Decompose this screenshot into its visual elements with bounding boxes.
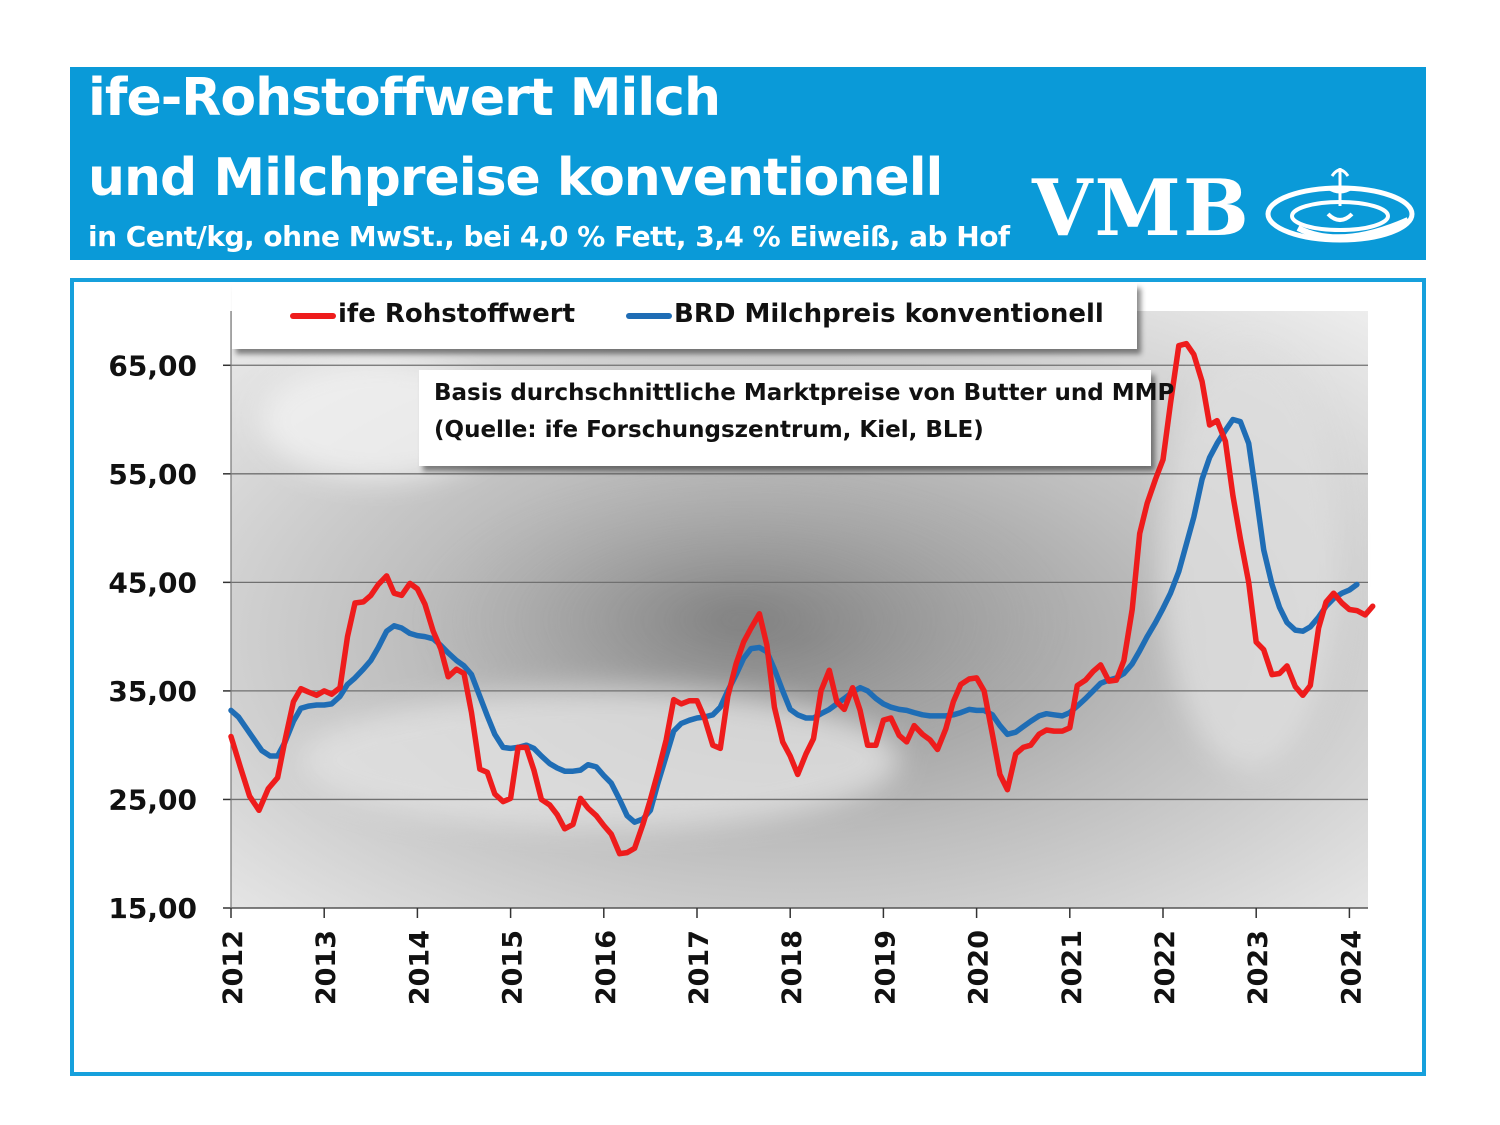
vmb-logo-text: VMB <box>1032 163 1251 254</box>
y-tick-label: 45,00 <box>108 566 197 599</box>
vmb-logo-icon <box>1265 168 1415 243</box>
legend-swatch-brd-milchpreis <box>626 313 672 319</box>
x-tick-label: 2019 <box>870 930 901 1005</box>
series-line-ife-rohstoffwert <box>228 340 1376 857</box>
x-tick-label: 2024 <box>1336 930 1367 1005</box>
x-tick-label: 2022 <box>1150 930 1181 1005</box>
note-line1: Basis durchschnittliche Marktpreise von … <box>434 380 1175 406</box>
legend-label-ife-rohstoffwert: ife Rohstoffwert <box>338 299 576 329</box>
chart-header: ife-Rohstoffwert Milch und Milchpreise k… <box>70 67 1426 260</box>
x-tick-label: 2015 <box>498 930 529 1005</box>
source-note: Basis durchschnittliche Marktpreise von … <box>419 370 1174 466</box>
chart-subtitle: in Cent/kg, ohne MwSt., bei 4,0 % Fett, … <box>88 220 1010 253</box>
x-tick-label: 2013 <box>311 930 342 1005</box>
x-tick-label: 2023 <box>1243 930 1274 1005</box>
x-tick-label: 2018 <box>777 930 808 1005</box>
x-tick-label: 2021 <box>1057 930 1088 1005</box>
x-tick-label: 2012 <box>218 930 249 1005</box>
series-lines <box>228 340 1376 857</box>
chart-title-line1: ife-Rohstoffwert Milch <box>88 68 721 128</box>
legend-swatch-ife-rohstoffwert <box>290 313 336 319</box>
x-tick-label: 2020 <box>964 930 995 1005</box>
axes: 15,00 25,00 35,00 45,00 55,00 65,00 2012 2013 20… <box>108 311 1368 1005</box>
y-tick-label: 35,00 <box>108 675 197 708</box>
y-tick-label: 55,00 <box>108 458 197 491</box>
x-tick-label: 2016 <box>591 930 622 1005</box>
y-tick-label: 25,00 <box>108 783 197 816</box>
y-tick-label: 65,00 <box>108 349 197 382</box>
grid-lines <box>231 364 1368 801</box>
series-line-brd-milchpreis <box>228 416 1360 825</box>
y-tick-label: 15,00 <box>108 892 197 925</box>
legend: ife Rohstoffwert BRD Milchpreis konventi… <box>232 283 1137 349</box>
legend-label-brd-milchpreis: BRD Milchpreis konventionell <box>674 299 1104 329</box>
note-line2: (Quelle: ife Forschungszentrum, Kiel, BL… <box>434 417 984 443</box>
x-tick-label: 2014 <box>404 930 435 1005</box>
chart-title-line2: und Milchpreise konventionell <box>88 148 943 208</box>
x-tick-label: 2017 <box>684 930 715 1005</box>
